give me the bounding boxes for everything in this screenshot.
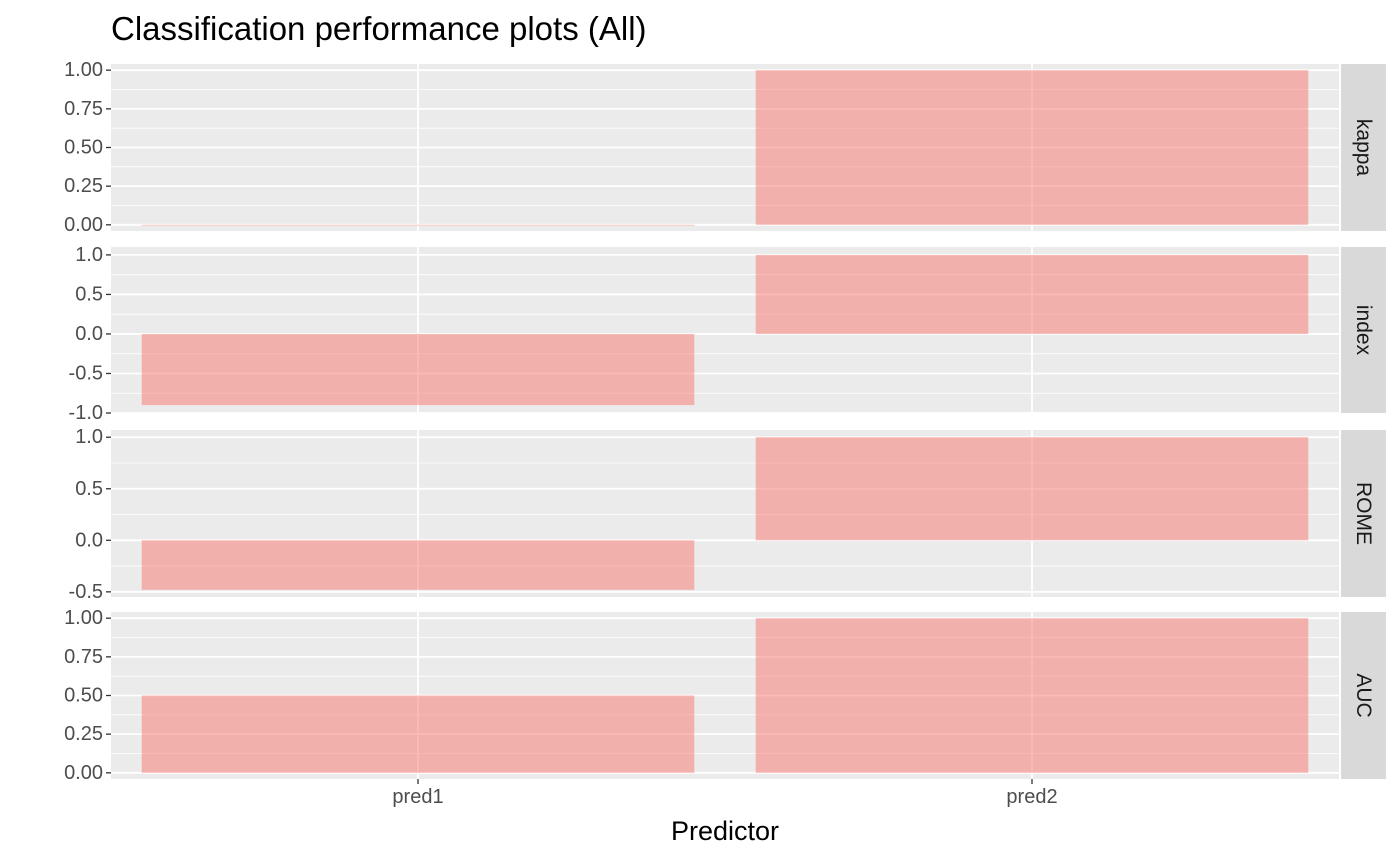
bar-index-pred1 (141, 333, 695, 406)
x-axis-title: Predictor (670, 816, 780, 846)
y-tick-label: 0.25 (64, 723, 103, 745)
y-tick-label: 0.5 (75, 478, 103, 500)
bar-index-pred2 (755, 254, 1309, 334)
y-tick-label: -0.5 (69, 581, 103, 603)
y-tick-label: 0.00 (64, 214, 103, 236)
facet-strip (1341, 430, 1386, 597)
bar-ROME-pred2 (755, 437, 1309, 541)
y-tick-label: 1.0 (75, 244, 103, 266)
facet-strip-label: index (1352, 305, 1375, 356)
y-tick-label: -1.0 (69, 402, 103, 424)
facet-strip (1341, 247, 1386, 413)
chart-title: Classification performance plots (All) (111, 10, 647, 47)
facet-strip (1341, 612, 1386, 779)
bar-ROME-pred1 (141, 540, 695, 590)
facet-strip-label: kappa (1352, 119, 1375, 177)
y-tick-label: 0.0 (75, 529, 103, 551)
y-tick-label: 0.50 (64, 137, 103, 159)
y-tick-label: 0.75 (64, 98, 103, 120)
bar-AUC-pred1 (141, 695, 695, 773)
y-tick-label: 1.00 (64, 607, 103, 629)
bar-AUC-pred2 (755, 618, 1309, 773)
facet-strip-label: AUC (1352, 673, 1375, 717)
y-tick-label: 1.00 (64, 59, 103, 81)
y-tick-label: 0.50 (64, 685, 103, 707)
y-tick-label: 0.75 (64, 646, 103, 668)
y-tick-label: 0.0 (75, 323, 103, 345)
facet-strip-label: ROME (1352, 482, 1375, 545)
y-tick-label: -0.5 (69, 362, 103, 384)
y-tick-label: 0.00 (64, 762, 103, 784)
x-tick-label: pred1 (392, 786, 443, 808)
y-tick-label: 0.5 (75, 283, 103, 305)
x-tick-label: pred2 (1006, 786, 1057, 808)
bar-kappa-pred1 (141, 224, 695, 226)
y-tick-label: 1.0 (75, 426, 103, 448)
y-tick-label: 0.25 (64, 175, 103, 197)
bar-kappa-pred2 (755, 70, 1309, 225)
facet-strip (1341, 64, 1386, 231)
